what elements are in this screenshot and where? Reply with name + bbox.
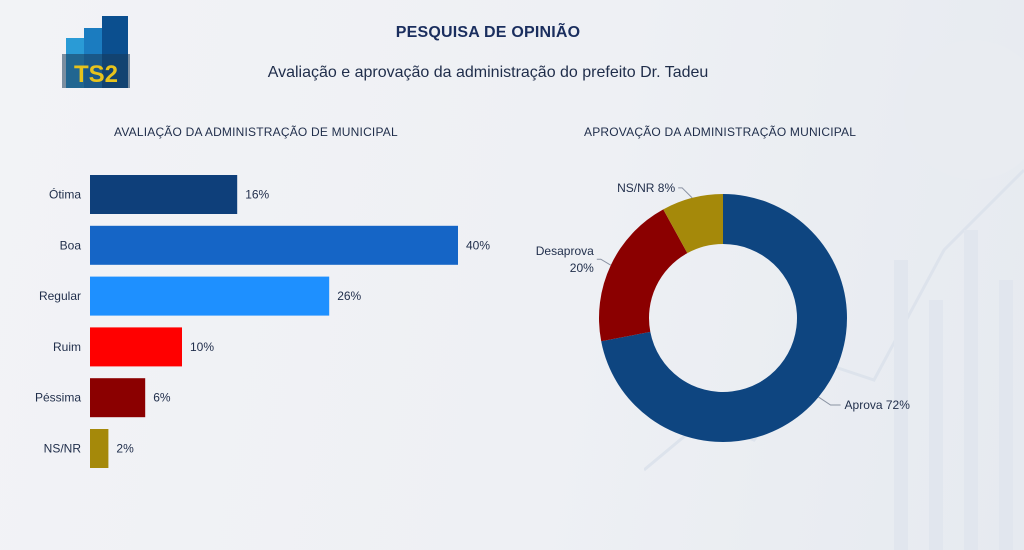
bar-category-boa: Boa <box>60 238 82 252</box>
bar-chart-title: AVALIAÇÃO DA ADMINISTRAÇÃO DE MUNICIPAL <box>114 125 398 139</box>
bar-boa <box>90 225 458 265</box>
bar-value-otima: 16% <box>245 188 269 202</box>
donut-label-nsnr: NS/NR 8% <box>617 181 675 195</box>
bar-value-ns-nr: 2% <box>116 442 134 456</box>
donut-slice-ns-nr <box>663 194 723 254</box>
leader-line-aprova <box>818 396 841 406</box>
bar-value-pessima: 6% <box>153 391 171 405</box>
donut-chart-title: APROVAÇÃO DA ADMINISTRAÇÃO MUNICIPAL <box>584 125 857 139</box>
page-subtitle: Avaliação e aprovação da administração d… <box>267 64 709 81</box>
logo-text: TS2 <box>74 61 118 88</box>
bar-value-ruim: 10% <box>190 340 214 354</box>
donut-slice-desaprova <box>599 209 688 342</box>
donut-label-aprova: Aprova 72% <box>845 398 911 412</box>
bar-category-ns-nr: NS/NR <box>44 442 82 456</box>
bar-ruim <box>90 327 182 367</box>
bar-pessima <box>90 378 146 418</box>
bar-category-pessima: Péssima <box>35 391 81 405</box>
bar-regular <box>90 276 330 316</box>
bar-value-boa: 40% <box>466 238 490 252</box>
donut-label-desaprova: Desaprova 20% <box>536 244 594 275</box>
leader-line-desaprova <box>596 258 612 266</box>
leader-line-nsnr <box>678 187 693 199</box>
page-title: PESQUISA DE OPINIÃO <box>395 24 581 41</box>
bar-ns-nr <box>90 429 109 468</box>
bar-otima <box>90 175 238 214</box>
bar-chart: Ótima 16% Boa 40% Regular 26% Ruim 10% Péssima 6%… <box>35 175 490 468</box>
bar-category-otima: Ótima <box>49 187 81 202</box>
bar-category-ruim: Ruim <box>53 340 81 354</box>
donut-slice-aprova <box>601 194 847 442</box>
logo: TS2 <box>62 16 130 88</box>
bar-category-regular: Regular <box>39 289 81 303</box>
bar-value-regular: 26% <box>337 289 361 303</box>
